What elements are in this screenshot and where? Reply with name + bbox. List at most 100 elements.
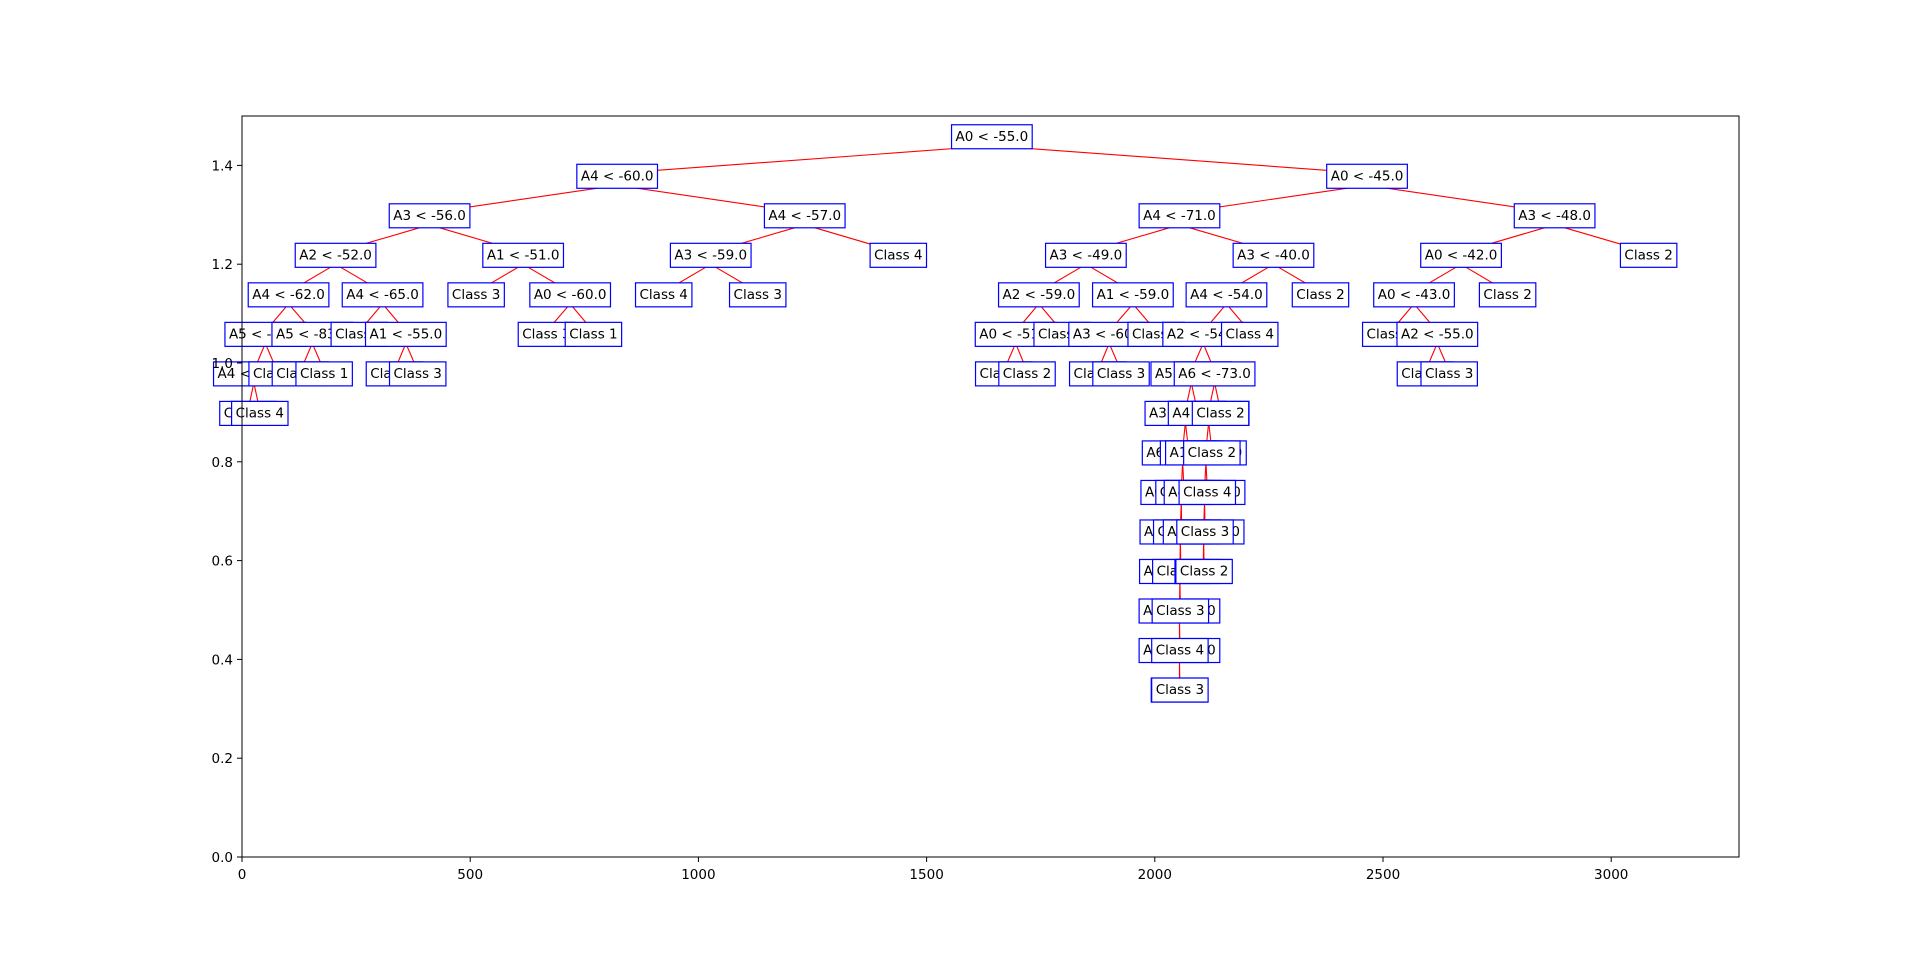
tree-node-box	[728, 282, 787, 308]
tree-node-label: A0 < -45.0	[1331, 168, 1404, 184]
tree-node-label: Class 3	[1156, 682, 1204, 698]
tree-node: A4 < -62.0	[247, 282, 330, 308]
tree-node: Class 3	[1176, 519, 1234, 545]
tree-node: Class 3	[1092, 361, 1150, 387]
tree-node-box	[997, 282, 1080, 308]
tree-node: Class 3	[1420, 361, 1478, 387]
tree-node: Class 1	[295, 361, 353, 387]
tree-node-label: Class 4	[640, 287, 688, 303]
tree-node-box	[950, 124, 1033, 150]
tree-node-box	[669, 242, 752, 268]
tree-node-label: A2 < -55.0	[1401, 326, 1474, 342]
tree-node-label: A3 < -40.0	[1237, 247, 1310, 263]
y-tick-label: 1.0	[212, 356, 233, 372]
tree-node-box	[341, 282, 424, 308]
tree-node-box	[247, 282, 330, 308]
tree-node: A6 < -73.0	[1173, 361, 1256, 387]
tree-node-label: Class 4	[1183, 484, 1231, 500]
tree-node-label: Class 2	[1003, 366, 1051, 382]
tree-node-box	[1151, 598, 1210, 624]
tree-node-box	[1373, 282, 1455, 308]
tree-node: Class 2	[1478, 282, 1537, 308]
tree-node-label: A4 < -65.0	[346, 287, 419, 303]
y-tick-label: 0.2	[212, 751, 233, 767]
tree-node: A0 < -45.0	[1326, 163, 1408, 189]
tree-node: A3 < -49.0	[1044, 242, 1127, 268]
y-tick-label: 0.4	[212, 652, 233, 668]
tree-node: A2 < -52.0	[294, 242, 377, 268]
tree-node: Class 2	[998, 361, 1056, 387]
tree-node-label: Class 3	[452, 287, 500, 303]
tree-node: A3 < -59.0	[669, 242, 752, 268]
tree-node-box	[1220, 321, 1279, 347]
tree-node-box	[1091, 282, 1174, 308]
tree-node: Class 4	[230, 400, 289, 426]
tree-node-box	[1513, 203, 1596, 229]
tree-node-box	[576, 163, 659, 189]
tree-node-box	[763, 203, 846, 229]
tree-node: Class 4	[1151, 637, 1209, 664]
tree-node: Class 4	[1220, 321, 1279, 347]
tree-node-box	[1619, 242, 1678, 268]
tree-nodes: A0 < -55.0 A4 < -60.0 A0 < -45.0 A3 < -56.0…	[212, 124, 1678, 703]
tree-node: A4 < -60.0	[576, 163, 659, 189]
tree-node: A0 < -60.0	[529, 282, 612, 308]
tree-node-label: A4 < -57.0	[768, 208, 841, 224]
tree-node-label: A0 < -43.0	[1378, 287, 1451, 303]
tree-node: Class 2	[1619, 242, 1678, 268]
tree-node-box	[1291, 282, 1350, 308]
tree-node-label: A3 < -60.0	[1073, 326, 1146, 342]
tree-node-box	[1044, 242, 1127, 268]
tree-node-box	[869, 242, 928, 268]
tree-node-box	[1191, 400, 1250, 426]
tree-node: A2 < -59.0	[997, 282, 1080, 308]
tree-node: A0 < -55.0	[950, 124, 1033, 150]
tree-node-label: A1 < -55.0	[370, 326, 443, 342]
tree-node-box	[998, 361, 1056, 387]
tree-node-label: A1 < -51.0	[487, 247, 560, 263]
y-tick-label: 0.6	[212, 554, 233, 570]
y-tick-label: 1.2	[212, 257, 233, 273]
tree-node-box	[388, 361, 447, 387]
tree-node: A0 < -42.0	[1420, 242, 1502, 268]
tree-node-box	[1138, 203, 1221, 229]
tree-node: A1 < -59.0	[1091, 282, 1174, 308]
tree-node: Class 2	[1175, 558, 1233, 585]
tree-node-label: A4 < -71.0	[1143, 208, 1216, 224]
tree-node-box	[482, 242, 565, 268]
tree-node-box	[1151, 677, 1209, 703]
tree-node-label: Class 4	[236, 405, 284, 421]
tree-node: Class 1	[564, 321, 623, 347]
tree-node-label: Class 3	[1425, 366, 1473, 382]
tree-node-label: A6 < -73.0	[1178, 366, 1251, 382]
tree-node-label: A2 < -52.0	[299, 247, 372, 263]
tree-node-label: Class 3	[1097, 366, 1145, 382]
tree-node-box	[1478, 282, 1537, 308]
tree-node-label: A5 < -83.0	[276, 326, 349, 342]
tree-node: Class 3	[1151, 677, 1209, 703]
x-tick-label: 3000	[1594, 867, 1628, 883]
tree-node: Class 4	[634, 282, 693, 308]
tree-node-box	[1396, 321, 1479, 347]
tree-node: A4 < -54.0	[1185, 282, 1268, 308]
tree-node-label: A3 < -49.0	[1050, 247, 1123, 263]
tree-node-label: Class 3	[394, 366, 442, 382]
tree-node-box	[1326, 163, 1408, 189]
x-tick-label: 1000	[681, 867, 715, 883]
tree-node-label: A4 < -62.0	[252, 287, 325, 303]
tree-node-box	[295, 361, 353, 387]
tree-node-box	[1420, 361, 1478, 387]
tree-node: A1 < -51.0	[482, 242, 565, 268]
tree-node-label: Class 4	[1156, 643, 1204, 659]
tree-node-box	[1183, 440, 1241, 466]
tree-node-label: Class 1	[300, 366, 348, 382]
tree-node-label: A3 < -56.0	[393, 208, 466, 224]
tree-node-label: A3 < -59.0	[674, 247, 747, 263]
tree-node-box	[364, 321, 447, 347]
x-tick-label: 2500	[1366, 867, 1400, 883]
tree-node: Class 3	[388, 361, 447, 387]
tree-node-box	[1175, 558, 1233, 585]
tree-node: Class 2	[1183, 440, 1241, 466]
tree-node-label: Class 4	[874, 247, 922, 263]
